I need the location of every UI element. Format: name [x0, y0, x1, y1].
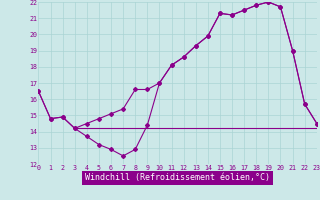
X-axis label: Windchill (Refroidissement éolien,°C): Windchill (Refroidissement éolien,°C)	[85, 173, 270, 182]
